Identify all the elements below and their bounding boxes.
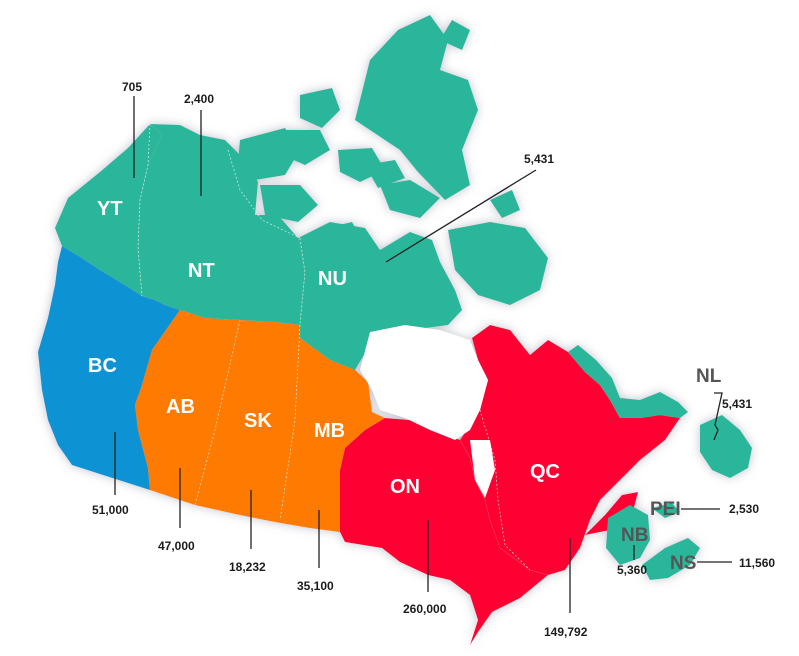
region-nl-island xyxy=(700,415,752,478)
hudson-bay xyxy=(360,325,488,440)
province-borders xyxy=(137,123,531,571)
region-pei xyxy=(652,503,680,518)
label-nb: NB xyxy=(621,525,648,546)
label-ns: NS xyxy=(670,553,696,574)
label-ab: AB xyxy=(166,396,195,418)
value-qc: 149,792 xyxy=(544,625,588,639)
region-labels: YT NT NU BC AB SK MB ON QC NL PEI NB NS xyxy=(88,198,722,574)
region-prairies xyxy=(135,310,385,532)
value-nu: 5,431 xyxy=(524,152,554,166)
label-on: ON xyxy=(390,476,420,498)
value-nt: 2,400 xyxy=(184,92,214,106)
value-on: 260,000 xyxy=(403,602,447,616)
value-bc: 51,000 xyxy=(92,503,129,517)
label-pei: PEI xyxy=(650,499,681,520)
label-qc: QC xyxy=(530,461,560,483)
value-ab: 47,000 xyxy=(158,539,195,553)
label-sk: SK xyxy=(244,410,272,432)
leader-lines xyxy=(114,96,732,613)
region-nu xyxy=(298,222,462,370)
value-sk: 18,232 xyxy=(229,560,266,574)
value-yt: 705 xyxy=(122,80,142,94)
value-nl: 5,431 xyxy=(722,397,752,411)
label-bc: BC xyxy=(88,355,117,377)
value-nb: 5,360 xyxy=(617,563,647,577)
james-bay xyxy=(470,440,495,498)
value-ns: 11,560 xyxy=(739,556,775,570)
region-ns xyxy=(642,538,700,580)
label-mb: MB xyxy=(314,420,345,442)
label-nt: NT xyxy=(188,260,215,282)
label-nu: NU xyxy=(318,268,347,290)
region-nb xyxy=(606,505,650,565)
region-on xyxy=(340,418,548,645)
region-nl xyxy=(568,345,688,418)
label-yt: YT xyxy=(97,198,123,220)
region-qc-gaspe xyxy=(585,492,638,535)
region-nt xyxy=(138,124,305,325)
region-qc xyxy=(460,325,680,575)
value-labels: 705 2,400 5,431 51,000 47,000 18,232 35,… xyxy=(92,80,775,639)
value-pei: 2,530 xyxy=(729,502,759,516)
value-mb: 35,100 xyxy=(297,579,334,593)
region-yt xyxy=(55,124,162,296)
map-landmass xyxy=(38,15,752,645)
region-bc xyxy=(38,246,180,490)
label-nl: NL xyxy=(696,366,722,387)
